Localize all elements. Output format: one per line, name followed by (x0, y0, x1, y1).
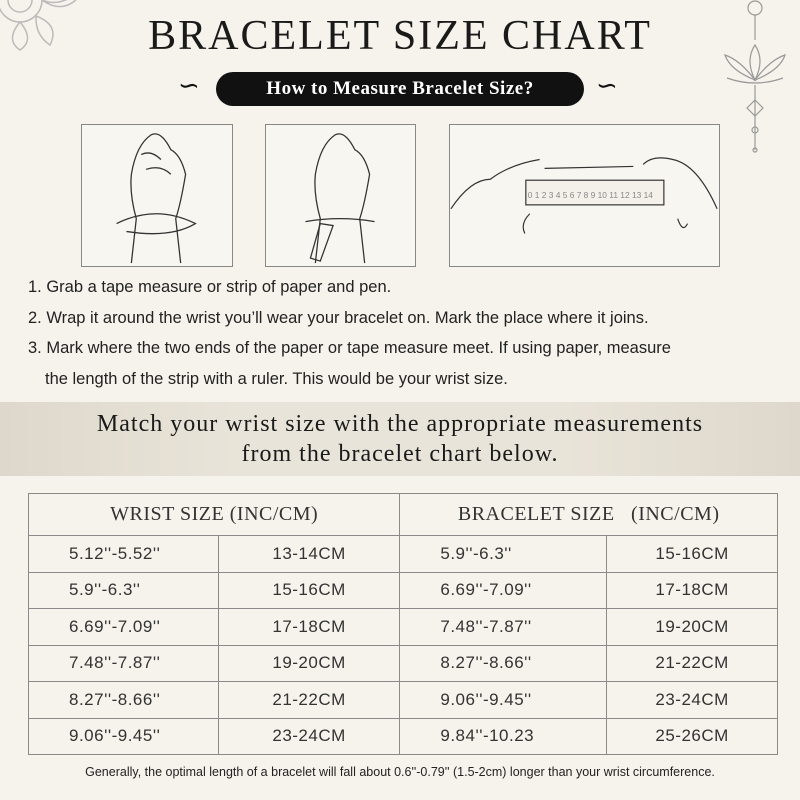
table-row: 5.12''-5.52'' 13-14CM 5.9''-6.3'' 15-16CM (28, 535, 778, 573)
bracelet-cm-cell: 21-22CM (606, 644, 778, 682)
wrist-inches-cell: 5.9''-6.3'' (28, 571, 219, 609)
wrist-inches-cell: 8.27''-8.66'' (28, 681, 219, 719)
bracelet-inches-cell: 5.9''-6.3'' (399, 535, 608, 573)
wrist-inches-cell: 9.06''-9.45'' (28, 717, 219, 755)
table-row: 8.27''-8.66'' 21-22CM 9.06''-9.45'' 23-24CM (28, 681, 778, 719)
wrist-cm-cell: 21-22CM (217, 681, 401, 719)
bracelet-inches-cell: 6.69''-7.09'' (399, 571, 608, 609)
footnote: Generally, the optimal length of a brace… (85, 765, 715, 779)
swirl-right-icon: ∽ (596, 70, 618, 100)
bracelet-size-header: BRACELET SIZE (INC/CM) (399, 493, 778, 536)
banner-line-2: from the bracelet chart below. (241, 441, 559, 467)
size-table: WRIST SIZE (INC/CM) BRACELET SIZE (INC/C… (27, 493, 778, 755)
table-row: 7.48''-7.87'' 19-20CM 8.27''-8.66'' 21-22CM (28, 644, 778, 682)
bracelet-inches-cell: 9.84''-10.23 (399, 717, 608, 755)
wrist-size-header: WRIST SIZE (INC/CM) (27, 493, 401, 536)
swirl-left-icon: ∽ (178, 70, 200, 100)
table-row: 5.9''-6.3'' 15-16CM 6.69''-7.09'' 17-18CM (28, 571, 778, 609)
step-3-continued: the length of the strip with a ruler. Th… (45, 369, 508, 388)
instructions: 1. Grab a tape measure or strip of paper… (28, 272, 788, 394)
hand-tape-icon (116, 133, 197, 264)
bracelet-inches-cell: 9.06''-9.45'' (399, 681, 608, 719)
ruler-scale-label: 0 1 2 3 4 5 6 7 8 9 10 11 12 13 14 (528, 190, 653, 200)
wrist-inches-cell: 7.48''-7.87'' (28, 644, 219, 682)
bracelet-cm-cell: 19-20CM (606, 608, 778, 646)
table-row: 9.06''-9.45'' 23-24CM 9.84''-10.23 25-26CM (28, 717, 778, 755)
table-row: 6.69''-7.09'' 17-18CM 7.48''-7.87'' 19-20CM (28, 608, 778, 646)
bracelet-cm-cell: 25-26CM (606, 717, 778, 755)
illustration-wrap-tape (81, 124, 233, 267)
bracelet-inches-cell: 8.27''-8.66'' (399, 644, 608, 682)
hands-ruler-icon: 0 1 2 3 4 5 6 7 8 9 10 11 12 13 14 (450, 157, 718, 234)
wrist-inches-cell: 5.12''-5.52'' (28, 535, 219, 573)
illustration-mark-pen (265, 124, 416, 267)
subtitle-pill: How to Measure Bracelet Size? (216, 72, 584, 106)
wrist-cm-cell: 13-14CM (217, 535, 401, 573)
bracelet-cm-cell: 15-16CM (606, 535, 778, 573)
lotus-moon-ornament-icon (724, 0, 786, 153)
page-title: BRACELET SIZE CHART (148, 13, 652, 59)
step-3: 3. Mark where the two ends of the paper … (28, 339, 671, 357)
mandala-ornament-icon (0, 0, 77, 51)
wrist-inches-cell: 6.69''-7.09'' (28, 608, 219, 646)
hand-pen-icon (305, 133, 375, 264)
table-header-row: WRIST SIZE (INC/CM) BRACELET SIZE (INC/C… (27, 493, 778, 536)
wrist-cm-cell: 15-16CM (217, 571, 401, 609)
wrist-cm-cell: 23-24CM (217, 717, 401, 755)
bracelet-cm-cell: 17-18CM (606, 571, 778, 609)
match-banner: Match your wrist size with the appropria… (0, 402, 800, 476)
wrist-cm-cell: 19-20CM (217, 644, 401, 682)
bracelet-inches-cell: 7.48''-7.87'' (399, 608, 608, 646)
bracelet-cm-cell: 23-24CM (606, 681, 778, 719)
illustration-ruler: 0 1 2 3 4 5 6 7 8 9 10 11 12 13 14 (449, 124, 720, 267)
banner-line-1: Match your wrist size with the appropria… (96, 411, 704, 437)
wrist-cm-cell: 17-18CM (217, 608, 401, 646)
step-2: 2. Wrap it around the wrist you’ll wear … (28, 308, 649, 327)
step-1: 1. Grab a tape measure or strip of paper… (28, 278, 392, 296)
